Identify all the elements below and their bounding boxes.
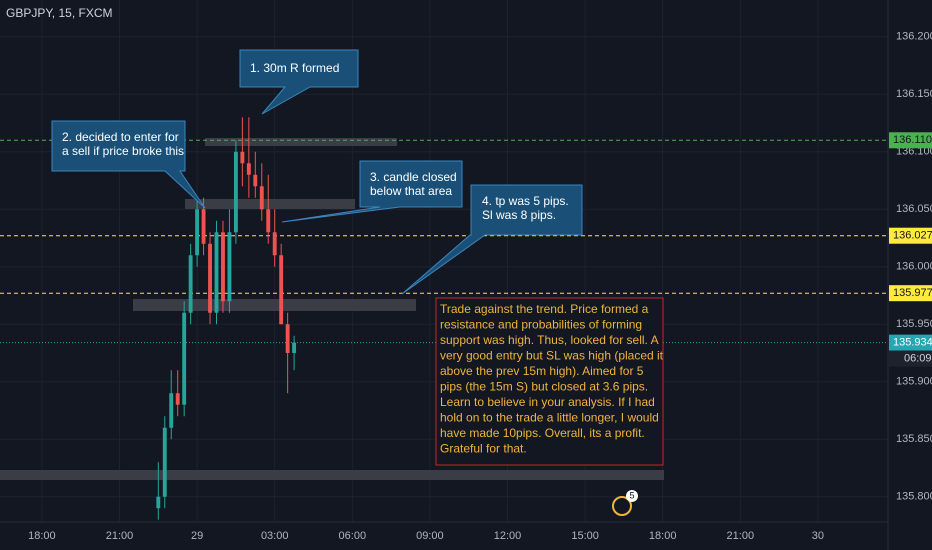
callout (51, 120, 206, 209)
candle-body (175, 393, 180, 405)
y-tick-label: 135.850 (896, 433, 932, 445)
candle-body (195, 209, 200, 256)
y-tick-label: 136.150 (896, 88, 932, 100)
price-tag-label: 135.934 (893, 337, 932, 349)
annotation-line: 4. tp was 5 pips. (482, 194, 569, 208)
x-tick-label: 21:00 (727, 530, 755, 542)
y-tick-label: 135.900 (896, 376, 932, 388)
candle-body (253, 174, 258, 187)
candle-body (259, 186, 264, 210)
annotation: Trade against the trend. Price formed a r… (440, 302, 664, 456)
annotation-line: Learn to believe in your analysis. If I … (440, 395, 655, 409)
x-tick-label: 15:00 (571, 530, 599, 542)
x-tick-label: 12:00 (494, 530, 522, 542)
candle-body (240, 151, 245, 164)
candle-body (272, 232, 277, 256)
annotations: 1. 30m R formed 2. decided to enter fora … (62, 61, 664, 456)
candle-body (156, 496, 161, 509)
annotation-line: 3. candle closed (370, 170, 457, 184)
candle-body (214, 232, 219, 313)
callout (401, 184, 583, 295)
y-tick-label: 135.800 (896, 491, 932, 503)
countdown-box (889, 350, 932, 367)
x-tick-label: 29 (191, 530, 203, 542)
annotation-line: a sell if price broke this (62, 144, 184, 158)
zones (0, 138, 664, 480)
annotation-line: 1. 30m R formed (250, 61, 339, 75)
annotation-line: have made 10pips. Overall, its a profit. (440, 426, 645, 440)
candle-body (292, 342, 297, 353)
price-tag-label: 135.977 (893, 287, 932, 299)
price-axis (888, 0, 932, 550)
x-tick-label: 21:00 (106, 530, 134, 542)
candle-body (188, 255, 193, 313)
annotation-line: support was high. Thus, looked for sell.… (440, 333, 659, 347)
annotation-line: Sl was 8 pips. (482, 208, 556, 222)
axes: 135.800 135.850 135.900 135.950 136.000 136.0… (28, 31, 932, 542)
candle-body (233, 151, 238, 233)
annotation-line: pips (the 15m S) but closed at 3.6 pips. (440, 380, 648, 394)
x-tick-label: 06:00 (339, 530, 367, 542)
event-count: 5 (629, 490, 634, 500)
y-tick-label: 136.100 (896, 146, 932, 158)
text-box (435, 297, 664, 466)
callout (281, 160, 463, 223)
candle-body (246, 163, 251, 175)
candle-body (201, 209, 206, 244)
annotation-line: below that area (370, 184, 452, 198)
candle-body (221, 232, 225, 302)
price-tag-label: 136.027 (893, 230, 932, 242)
annotation-line: very good entry but SL was high (placed … (440, 349, 664, 363)
candles (156, 117, 297, 520)
callout (239, 49, 359, 115)
zone (185, 199, 355, 209)
candle-body (285, 324, 290, 353)
price-tag (889, 334, 932, 351)
annotation-line: Trade against the trend. Price formed a (440, 302, 649, 316)
event-icon[interactable] (612, 496, 632, 516)
y-tick-label: 136.050 (896, 203, 932, 215)
annotation-line: above the prev 15m high). Aimed for 5 (440, 364, 644, 378)
price-tag (889, 285, 932, 302)
chart-title: GBPJPY, 15, FXCM (6, 6, 112, 20)
countdown: 06:09 (904, 353, 932, 365)
callouts (51, 49, 583, 295)
candle-body (169, 393, 174, 428)
candle-body (279, 255, 284, 325)
price-tag-label: 136.110 (893, 134, 932, 146)
y-tick-label: 136.200 (896, 31, 932, 43)
x-tick-label: 30 (812, 530, 824, 542)
annotation: 1. 30m R formed (250, 61, 339, 75)
annotation: 4. tp was 5 pips.Sl was 8 pips. (482, 194, 569, 222)
candle-body (208, 243, 212, 313)
candle-body (182, 312, 187, 405)
x-tick-label: 09:00 (416, 530, 444, 542)
candle-body (266, 209, 271, 233)
zone (205, 138, 397, 146)
annotation-line: Grateful for that. (440, 442, 527, 456)
x-tick-label: 18:00 (28, 530, 56, 542)
candle-body (162, 427, 167, 497)
price-tag (889, 227, 932, 244)
y-tick-label: 135.950 (896, 318, 932, 330)
zone (0, 470, 664, 480)
event-badge (626, 490, 638, 502)
candle-body (227, 232, 232, 302)
annotation-line: 2. decided to enter for (62, 130, 179, 144)
price-tag (889, 132, 932, 149)
zone (133, 299, 416, 311)
x-tick-label: 18:00 (649, 530, 677, 542)
x-tick-label: 03:00 (261, 530, 289, 542)
annotation-line: hold on to the trade a little longer, I … (440, 411, 659, 425)
y-tick-label: 136.000 (896, 261, 932, 273)
annotation-line: resistance and probabilities of forming (440, 318, 642, 332)
